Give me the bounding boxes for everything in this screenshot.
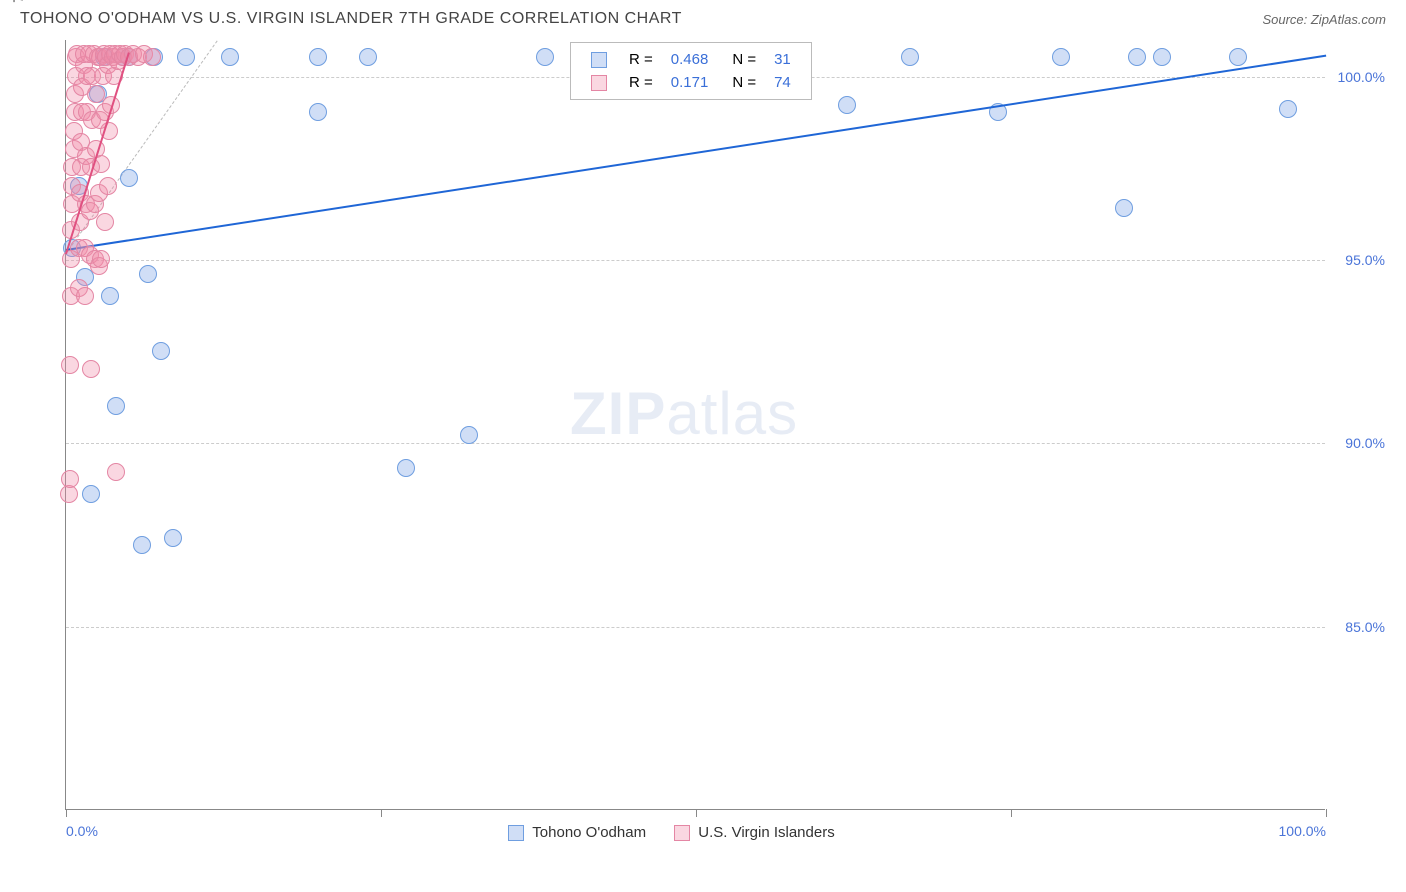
data-point — [397, 459, 415, 477]
legend-swatch — [591, 52, 607, 68]
x-tick — [1011, 809, 1012, 817]
source-name: ZipAtlas.com — [1311, 12, 1386, 27]
y-tick-label: 95.0% — [1330, 252, 1385, 268]
data-point — [1115, 199, 1133, 217]
data-point — [96, 213, 114, 231]
x-tick — [381, 809, 382, 817]
data-point — [901, 48, 919, 66]
data-point — [107, 397, 125, 415]
x-tick — [1326, 809, 1327, 817]
data-point — [359, 48, 377, 66]
data-point — [139, 265, 157, 283]
legend-label: U.S. Virgin Islanders — [698, 824, 834, 841]
data-point — [143, 48, 161, 66]
data-point — [309, 103, 327, 121]
chart-title: TOHONO O'ODHAM VS U.S. VIRGIN ISLANDER 7… — [20, 10, 682, 28]
data-point — [1153, 48, 1171, 66]
data-point — [120, 169, 138, 187]
data-point — [838, 96, 856, 114]
legend-swatch — [508, 825, 524, 841]
y-tick-label: 100.0% — [1330, 69, 1385, 85]
series-legend: Tohono O'odham U.S. Virgin Islanders — [494, 824, 848, 841]
data-point — [107, 463, 125, 481]
y-tick-label: 85.0% — [1330, 619, 1385, 635]
watermark: ZIPatlas — [570, 379, 798, 448]
gridline — [66, 260, 1325, 261]
gridline — [66, 443, 1325, 444]
n-label: N = — [718, 49, 764, 70]
correlation-legend: R =0.468N =31 R =0.171N =74 — [570, 42, 812, 100]
data-point — [1279, 100, 1297, 118]
data-point — [76, 287, 94, 305]
data-point — [99, 177, 117, 195]
data-point — [152, 342, 170, 360]
plot-region: 85.0%90.0%95.0%100.0%0.0%100.0%ZIPatlasR… — [65, 40, 1325, 810]
data-point — [61, 470, 79, 488]
data-point — [536, 48, 554, 66]
n-label: N = — [718, 72, 764, 93]
data-point — [82, 485, 100, 503]
legend-item: Tohono O'odham — [508, 824, 646, 841]
legend-item: U.S. Virgin Islanders — [674, 824, 835, 841]
y-axis-label: 7th Grade — [10, 0, 26, 3]
r-value: 0.171 — [663, 72, 717, 93]
gridline — [66, 627, 1325, 628]
data-point — [101, 287, 119, 305]
data-point — [221, 48, 239, 66]
source-attribution: Source: ZipAtlas.com — [1262, 12, 1386, 27]
data-point — [1229, 48, 1247, 66]
data-point — [309, 48, 327, 66]
data-point — [177, 48, 195, 66]
x-tick-label: 0.0% — [66, 823, 98, 839]
r-label: R = — [621, 72, 661, 93]
data-point — [92, 250, 110, 268]
y-tick-label: 90.0% — [1330, 435, 1385, 451]
x-tick — [696, 809, 697, 817]
source-prefix: Source: — [1262, 12, 1310, 27]
data-point — [133, 536, 151, 554]
data-point — [164, 529, 182, 547]
data-point — [460, 426, 478, 444]
data-point — [1052, 48, 1070, 66]
x-tick-label: 100.0% — [1279, 823, 1326, 839]
x-tick — [66, 809, 67, 817]
n-value: 74 — [766, 72, 799, 93]
r-value: 0.468 — [663, 49, 717, 70]
legend-swatch — [591, 75, 607, 91]
legend-label: Tohono O'odham — [532, 824, 646, 841]
data-point — [82, 360, 100, 378]
data-point — [1128, 48, 1146, 66]
n-value: 31 — [766, 49, 799, 70]
data-point — [61, 356, 79, 374]
legend-swatch — [674, 825, 690, 841]
r-label: R = — [621, 49, 661, 70]
